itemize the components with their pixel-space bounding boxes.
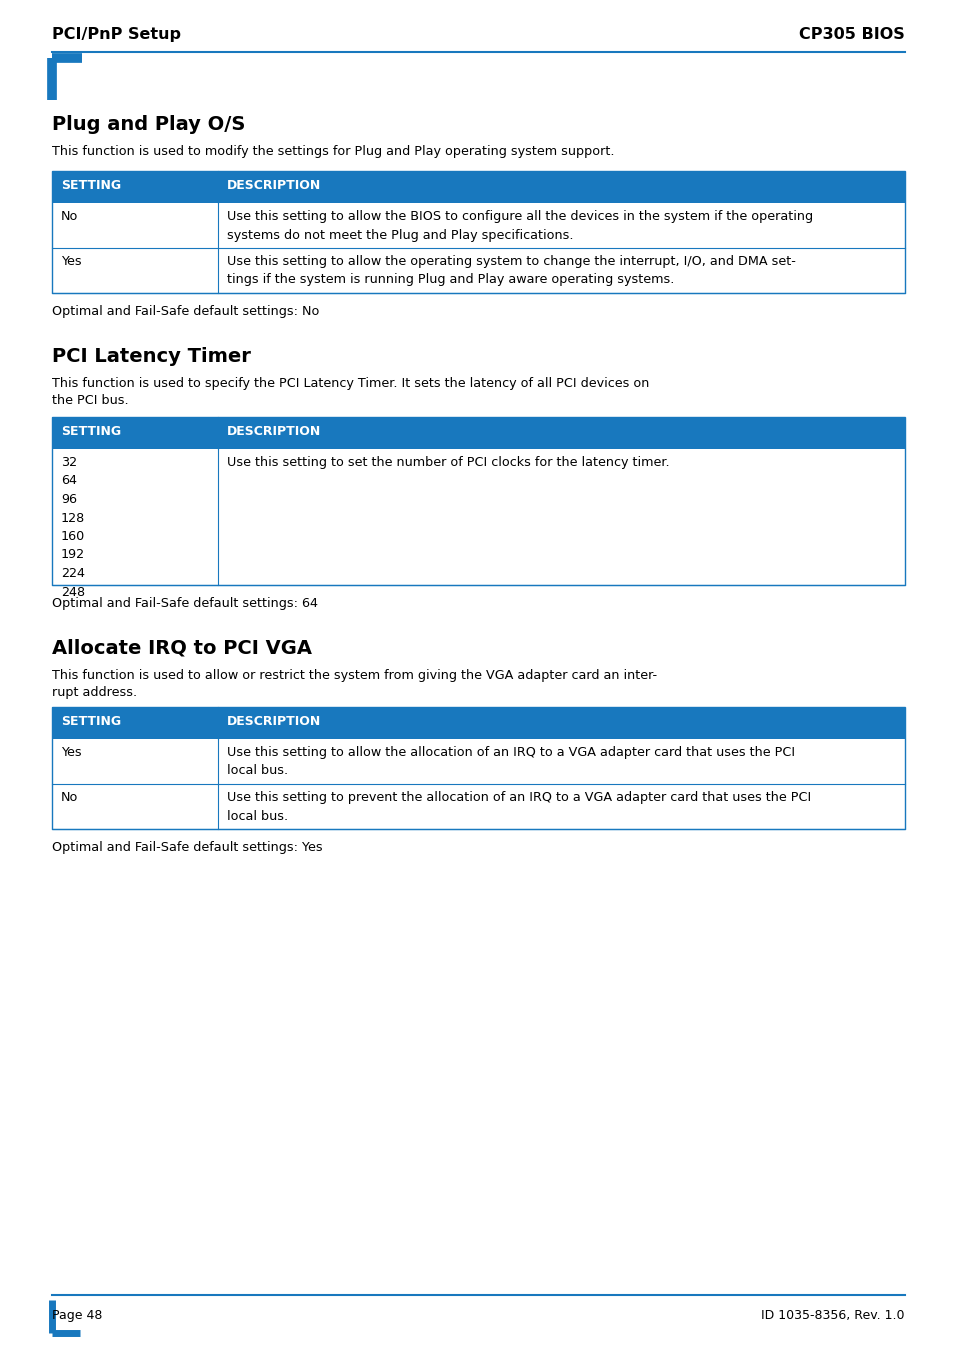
Text: Optimal and Fail-Safe default settings: Yes: Optimal and Fail-Safe default settings: … xyxy=(52,841,322,855)
Bar xyxy=(52,171,904,293)
Text: No: No xyxy=(61,791,78,805)
Text: Optimal and Fail-Safe default settings: 64: Optimal and Fail-Safe default settings: … xyxy=(52,597,317,610)
Bar xyxy=(52,784,904,829)
Bar xyxy=(52,450,904,585)
Text: DESCRIPTION: DESCRIPTION xyxy=(227,180,321,192)
Bar xyxy=(52,202,904,248)
Text: Use this setting to prevent the allocation of an IRQ to a VGA adapter card that : Use this setting to prevent the allocati… xyxy=(227,791,811,822)
Text: PCI Latency Timer: PCI Latency Timer xyxy=(52,347,251,366)
Text: CP305 BIOS: CP305 BIOS xyxy=(799,27,904,42)
Text: Page 48: Page 48 xyxy=(52,1310,102,1322)
Text: This function is used to modify the settings for Plug and Play operating system : This function is used to modify the sett… xyxy=(52,144,614,158)
Text: Yes: Yes xyxy=(61,255,82,269)
Text: Use this setting to allow the operating system to change the interrupt, I/O, and: Use this setting to allow the operating … xyxy=(227,255,796,286)
Text: Use this setting to set the number of PCI clocks for the latency timer.: Use this setting to set the number of PC… xyxy=(227,456,669,468)
Text: Use this setting to allow the allocation of an IRQ to a VGA adapter card that us: Use this setting to allow the allocation… xyxy=(227,747,795,778)
Bar xyxy=(52,248,904,293)
Bar xyxy=(52,171,904,202)
Text: SETTING: SETTING xyxy=(61,425,121,437)
Text: SETTING: SETTING xyxy=(61,180,121,192)
Text: DESCRIPTION: DESCRIPTION xyxy=(227,716,321,728)
Text: This function is used to specify the PCI Latency Timer. It sets the latency of a: This function is used to specify the PCI… xyxy=(52,377,649,406)
Bar xyxy=(52,707,904,829)
Text: ID 1035-8356, Rev. 1.0: ID 1035-8356, Rev. 1.0 xyxy=(760,1310,904,1322)
Text: PCI/PnP Setup: PCI/PnP Setup xyxy=(52,27,181,42)
Bar xyxy=(52,417,904,585)
Bar xyxy=(52,738,904,784)
Text: Allocate IRQ to PCI VGA: Allocate IRQ to PCI VGA xyxy=(52,639,312,657)
Text: Plug and Play O/S: Plug and Play O/S xyxy=(52,115,245,134)
Text: 32
64
96
128
160
192
224
248: 32 64 96 128 160 192 224 248 xyxy=(61,456,85,598)
Text: DESCRIPTION: DESCRIPTION xyxy=(227,425,321,437)
Bar xyxy=(52,417,904,450)
Bar xyxy=(52,707,904,738)
Text: No: No xyxy=(61,211,78,223)
Text: Use this setting to allow the BIOS to configure all the devices in the system if: Use this setting to allow the BIOS to co… xyxy=(227,211,813,242)
Text: This function is used to allow or restrict the system from giving the VGA adapte: This function is used to allow or restri… xyxy=(52,670,657,699)
Text: SETTING: SETTING xyxy=(61,716,121,728)
Text: Yes: Yes xyxy=(61,747,82,759)
Text: Optimal and Fail-Safe default settings: No: Optimal and Fail-Safe default settings: … xyxy=(52,305,319,319)
